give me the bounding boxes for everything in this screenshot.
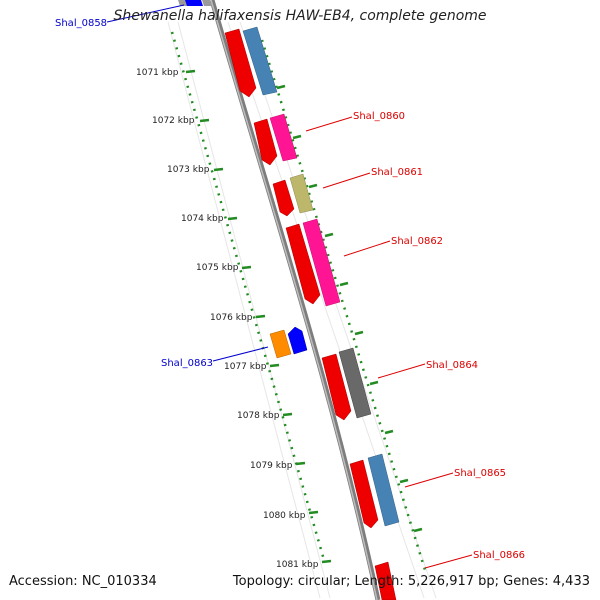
scale-tick-label: 1080 kbp [263,511,306,521]
gene-feature-grey[interactable] [338,347,372,419]
gene-label[interactable]: Shal_0862 [391,236,443,247]
gene-feature-red[interactable] [224,28,257,98]
gene-feature-pink[interactable] [302,218,341,307]
inner-tick-track [170,31,326,561]
gene-feature-red[interactable] [272,179,295,217]
scale-tick-label: 1078 kbp [237,411,280,421]
gene-feature-red[interactable] [253,118,278,166]
gene-feature-steelblue[interactable] [367,453,400,527]
scale-ticks: 1071 kbp 1072 kbp 1073 kbp 1074 kbp 1075… [136,68,319,570]
gene-feature-steelblue[interactable] [242,26,278,96]
scale-tick-label: 1075 kbp [196,263,239,273]
genes [178,0,400,600]
map-title: Shewanella halifaxensis HAW-EB4, complet… [113,8,487,24]
scale-tick-label: 1072 kbp [152,116,195,126]
scale-tick-label: 1077 kbp [224,362,267,372]
gene-feature-orange[interactable] [269,329,292,359]
gene-label[interactable]: Shal_0866 [473,550,525,561]
scale-tick-label: 1073 kbp [167,165,210,175]
gene-feature-red[interactable] [321,353,352,421]
gene-label[interactable]: Shal_0861 [371,167,423,178]
gene-labels: Shal_0858 Shal_0860 Shal_0861 Shal_0862 … [55,18,525,561]
gene-label[interactable]: Shal_0864 [426,360,478,371]
gene-feature-red[interactable] [285,223,321,305]
label-leaders [106,4,473,569]
gene-feature-navy[interactable] [185,0,203,6]
gene-feature-red[interactable] [374,561,397,600]
major-ticks [185,69,423,564]
scale-tick-label: 1071 kbp [136,68,179,78]
gene-label[interactable]: Shal_0865 [454,468,506,479]
scale-tick-label: 1074 kbp [181,214,224,224]
gene-label[interactable]: Shal_0858 [55,18,107,29]
gene-feature-red[interactable] [349,459,379,529]
gene-label[interactable]: Shal_0863 [161,358,213,369]
genome-backbone [209,0,381,600]
scale-tick-label: 1081 kbp [276,560,319,570]
scale-tick-label: 1079 kbp [250,461,293,471]
accession-text: Accession: NC_010334 [9,574,157,589]
gene-feature-pink[interactable] [269,113,298,162]
genome-summary-text: Topology: circular; Length: 5,226,917 bp… [232,574,590,589]
gene-label[interactable]: Shal_0860 [353,111,405,122]
scale-tick-label: 1076 kbp [210,313,253,323]
gene-feature-khaki[interactable] [289,173,314,214]
gene-feature-grey[interactable] [202,0,212,6]
gene-feature-navy[interactable] [287,326,308,355]
